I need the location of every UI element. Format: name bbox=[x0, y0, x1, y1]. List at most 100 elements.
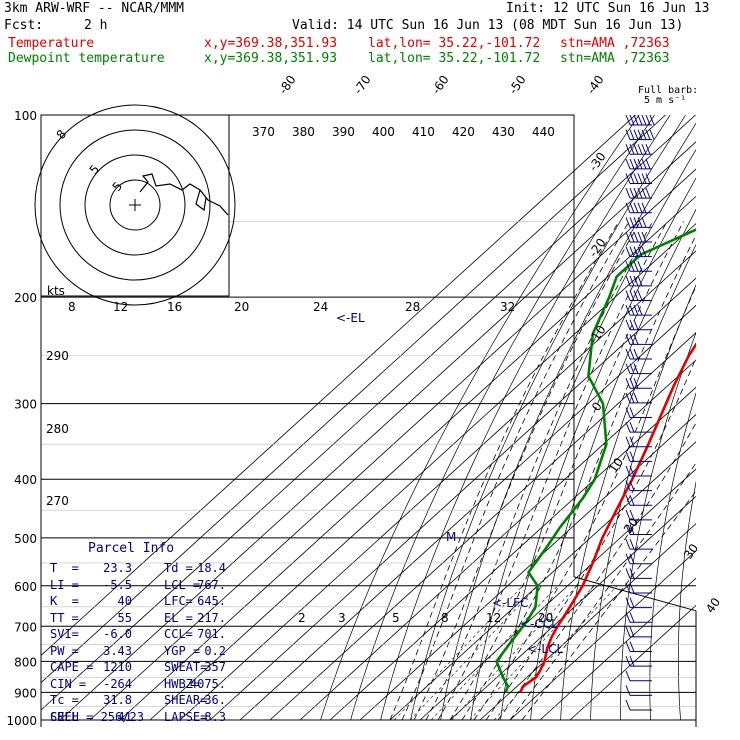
wind-barb-flag bbox=[629, 173, 635, 184]
wind-barb-flag bbox=[633, 392, 639, 404]
wind-barb-flag bbox=[633, 158, 639, 170]
wind-barb-flag bbox=[629, 202, 635, 213]
temperature-line bbox=[519, 342, 696, 693]
wind-barb-flag bbox=[625, 685, 631, 696]
theta-label: 430 bbox=[492, 125, 515, 139]
wind-barb-flag bbox=[645, 144, 651, 155]
wind-barb-flag bbox=[637, 304, 643, 316]
wind-barb bbox=[625, 363, 652, 375]
parcel-info-cell: Td = bbox=[164, 561, 193, 575]
wind-barb-flag bbox=[629, 334, 635, 345]
moist-adiabat bbox=[401, 221, 630, 721]
wind-barb-flag bbox=[629, 290, 635, 301]
isotherm-line bbox=[419, 468, 696, 721]
wind-barb-flag bbox=[625, 290, 631, 301]
theta-label: 420 bbox=[452, 125, 475, 139]
wind-barb-flag bbox=[625, 626, 631, 638]
hodograph-ring bbox=[59, 129, 211, 281]
wind-barb-flag bbox=[637, 158, 643, 170]
dry-adiabat bbox=[470, 148, 696, 721]
isotherm-line bbox=[509, 550, 696, 721]
wind-barb-flag bbox=[633, 261, 639, 272]
wind-barb-flag bbox=[629, 421, 635, 433]
wind-barb-flag bbox=[633, 378, 639, 389]
wind-barb-flag bbox=[625, 348, 631, 360]
isotherm-line bbox=[89, 168, 696, 721]
wind-barb-flag bbox=[625, 436, 631, 447]
legend-dewpoint-stn: stn=AMA ,72363 bbox=[560, 51, 670, 66]
wind-barb-flag bbox=[629, 626, 635, 638]
wind-barb-flag bbox=[629, 392, 635, 404]
wind-barb-flag bbox=[629, 348, 635, 360]
dry-adiabat bbox=[590, 284, 696, 721]
theta-label: 390 bbox=[332, 125, 355, 139]
isotherm-line bbox=[209, 277, 696, 721]
pressure-label: 300 bbox=[14, 398, 37, 412]
wind-barb bbox=[625, 699, 652, 711]
wind-barb-flag bbox=[629, 524, 635, 535]
wind-barb-flag bbox=[625, 670, 631, 681]
wind-barb-flag bbox=[629, 187, 635, 199]
wind-barb bbox=[625, 246, 652, 258]
wind-barb bbox=[625, 144, 652, 155]
dry-adiabat bbox=[350, 115, 655, 721]
parcel-info-cell: 701. bbox=[197, 627, 226, 641]
legend-dewpoint-xy: x,y=369.38,351.93 bbox=[204, 51, 338, 66]
wind-barb-flag bbox=[625, 158, 631, 170]
wind-barb-flag bbox=[625, 363, 631, 374]
wind-barb bbox=[625, 304, 652, 316]
theta-label-left: 290 bbox=[46, 349, 69, 363]
wind-barb-flag bbox=[629, 304, 635, 316]
wind-barb-flag bbox=[637, 217, 643, 228]
wind-barb-flag bbox=[625, 597, 631, 608]
wind-barb-flag bbox=[641, 129, 647, 140]
wind-barb-flag bbox=[625, 421, 631, 433]
wind-barb-flag bbox=[629, 319, 635, 330]
wind-barb-flag bbox=[629, 378, 635, 389]
wind-barbs bbox=[625, 114, 655, 711]
wind-barb-flag bbox=[649, 114, 655, 126]
valid-time: Valid: 14 UTC Sun 16 Jun 13 (08 MDT Sun … bbox=[292, 18, 684, 33]
pressure-label: 400 bbox=[14, 473, 37, 487]
wind-barb bbox=[625, 348, 652, 360]
wind-barb bbox=[625, 158, 652, 170]
legend-temperature-xy: x,y=369.38,351.93 bbox=[204, 36, 338, 51]
wind-barb bbox=[625, 129, 655, 141]
mixing-ratio-label: 5 bbox=[392, 611, 400, 625]
wind-barb-flag bbox=[629, 261, 635, 272]
parcel-info-cell: CIN = bbox=[50, 676, 87, 691]
speed-tick-label: 32 bbox=[500, 300, 515, 314]
isotherm-line bbox=[569, 604, 696, 721]
hodograph-ring bbox=[84, 154, 186, 256]
isotherm-line bbox=[41, 115, 636, 656]
wind-barb bbox=[625, 202, 652, 214]
isotherm-line bbox=[59, 141, 696, 721]
speed-tick-label: 16 bbox=[167, 300, 182, 314]
wind-barb bbox=[625, 655, 652, 667]
wind-barb-flag bbox=[641, 231, 647, 243]
moist-adiabat bbox=[509, 462, 696, 721]
wind-barb bbox=[625, 582, 652, 594]
mixing-ratio-label: 3 bbox=[338, 611, 346, 625]
wind-barb bbox=[625, 173, 652, 184]
init-time: Init: 12 UTC Sun 16 Jun 13 bbox=[506, 1, 710, 16]
dry-adiabat bbox=[733, 115, 740, 720]
wind-barb-flag bbox=[637, 129, 643, 140]
theta-label: 370 bbox=[252, 125, 275, 139]
parcel-info-cell: 8.3 bbox=[204, 709, 226, 724]
pressure-label: 100 bbox=[14, 109, 37, 123]
wind-barb-flag bbox=[625, 655, 631, 667]
wind-barb-flag bbox=[625, 114, 631, 126]
isotherm-label: -70 bbox=[351, 73, 374, 97]
wind-barb bbox=[625, 217, 652, 228]
wind-key-line1: Full barb: bbox=[638, 85, 699, 96]
parcel-info-cell: 357 bbox=[204, 660, 226, 674]
wind-barb-flag bbox=[625, 538, 631, 550]
isotherm-label: 10 bbox=[606, 455, 626, 476]
wind-barb-flag bbox=[633, 319, 639, 330]
parcel-info-cell: 31.8 bbox=[103, 693, 132, 707]
moist-adiabat bbox=[461, 234, 696, 721]
moist-adiabat bbox=[437, 221, 668, 721]
wind-barb-flag bbox=[633, 275, 639, 287]
